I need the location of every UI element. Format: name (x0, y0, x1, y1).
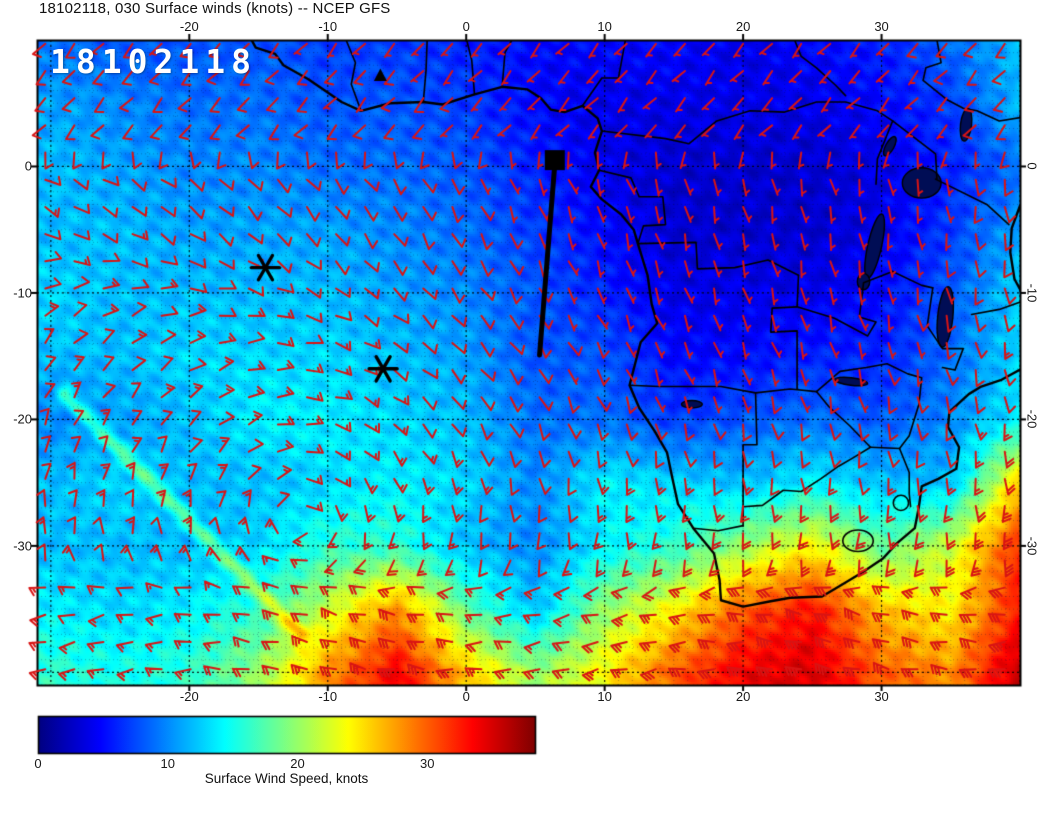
timestamp-overlay: 18102118 (50, 42, 257, 81)
page-title: 18102118, 030 Surface winds (knots) -- N… (39, 0, 391, 17)
colorbar-caption: Surface Wind Speed, knots (204, 771, 369, 786)
